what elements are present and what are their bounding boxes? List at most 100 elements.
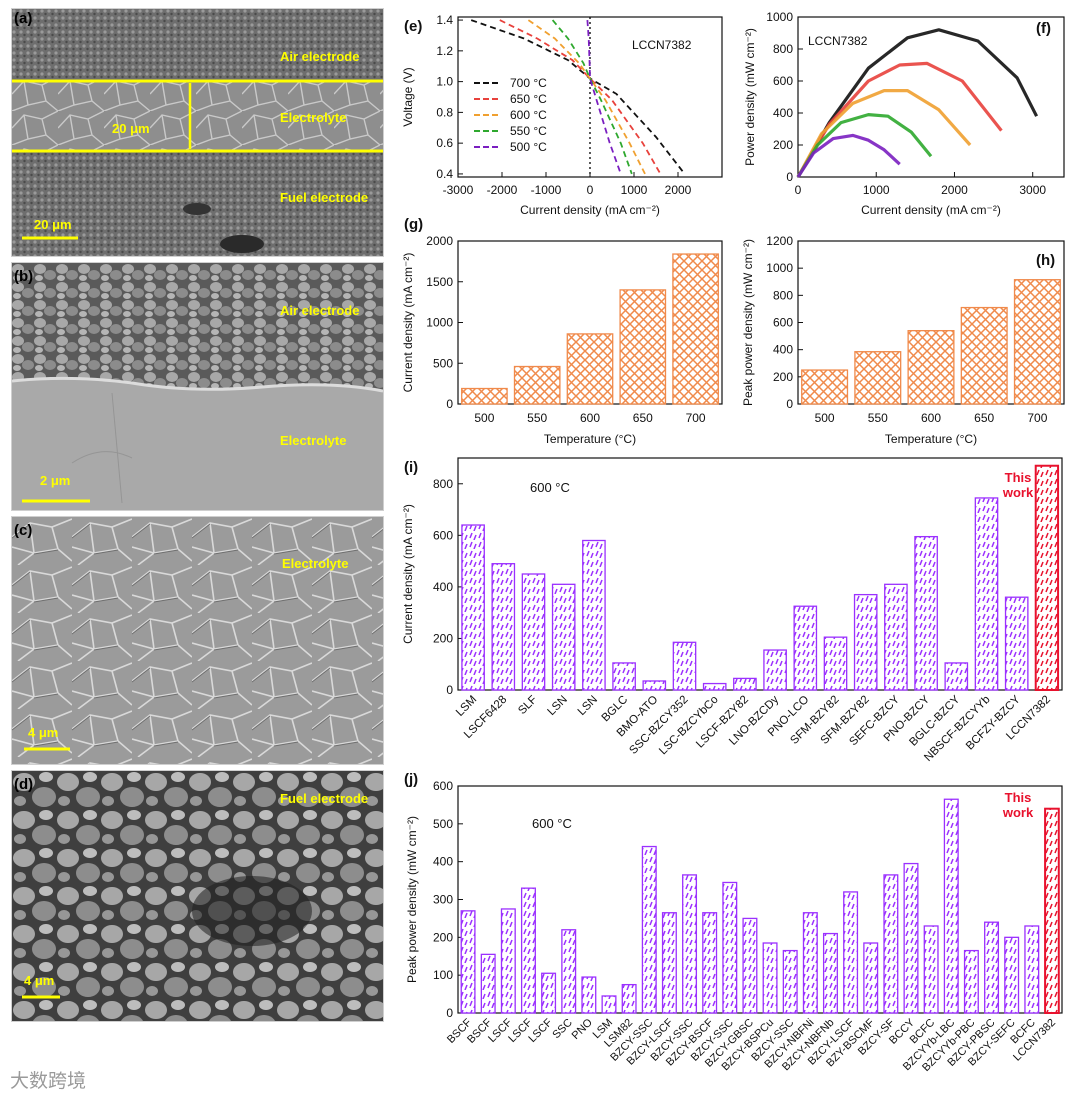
chart-i-bar bbox=[763, 649, 787, 691]
chart-i-bar bbox=[642, 680, 667, 691]
chart-e-legend-label: 700 °C bbox=[510, 76, 547, 90]
sem-image-d: Fuel electrode 4 μm bbox=[12, 771, 383, 1021]
chart-h-ytick-label: 0 bbox=[786, 397, 793, 411]
chart-h-bar bbox=[854, 351, 902, 405]
chart-j-bar bbox=[1004, 936, 1020, 1014]
chart-i-bar bbox=[853, 593, 878, 691]
panel-label-b: (b) bbox=[14, 268, 34, 285]
chart-e-ytick-label: 0.6 bbox=[436, 136, 453, 150]
chart-j-bar bbox=[520, 887, 536, 1014]
chart-g-bar bbox=[672, 253, 719, 405]
chart-j-highlight-line2: work bbox=[1002, 805, 1034, 820]
chart-h-xtick-label: 550 bbox=[868, 411, 888, 425]
chart-e-ytick-label: 1.2 bbox=[436, 44, 453, 58]
chart-j-bar bbox=[863, 942, 879, 1014]
chart-h-xtick-label: 700 bbox=[1027, 411, 1047, 425]
chart-f-xtick-label: 1000 bbox=[863, 183, 890, 197]
sem-a-thickness: 20 μm bbox=[112, 121, 150, 136]
chart-f-ytick-label: 600 bbox=[773, 74, 793, 88]
sem-d-fuel-electrode: Fuel electrode bbox=[280, 791, 368, 806]
chart-j-bar bbox=[822, 932, 838, 1014]
chart-g-ytick-label: 2000 bbox=[426, 234, 453, 248]
chart-f-series-line bbox=[796, 113, 933, 178]
chart-i-bar bbox=[884, 583, 908, 691]
sem-image-c: Electrolyte 4 μm bbox=[12, 517, 383, 764]
chart-j-ytick-label: 0 bbox=[446, 1006, 453, 1020]
chart-g-xtick-label: 650 bbox=[633, 411, 653, 425]
chart-g-ytick-label: 500 bbox=[433, 356, 453, 370]
sem-panel-c: Electrolyte 4 μm bbox=[11, 516, 384, 765]
chart-i-highlight-line2: work bbox=[1002, 485, 1034, 500]
chart-j-bar bbox=[762, 942, 778, 1014]
panel-label-c: (c) bbox=[14, 522, 33, 539]
chart-i-highlight-line1: This bbox=[1005, 470, 1032, 485]
chart-h-ytick-label: 400 bbox=[773, 343, 793, 357]
chart-i-bar bbox=[672, 641, 697, 691]
chart-f-frame bbox=[797, 16, 1065, 178]
chart-j-bar bbox=[541, 972, 557, 1014]
chart-j-bar bbox=[722, 881, 738, 1014]
chart-f-annotation: LCCN7382 bbox=[808, 34, 868, 48]
sem-c-scalebar-label: 4 μm bbox=[28, 725, 58, 740]
sem-a-air-electrode: Air electrode bbox=[280, 49, 359, 64]
chart-e-series-line bbox=[527, 19, 646, 175]
chart-j-highlight-line1: This bbox=[1005, 790, 1032, 805]
chart-j-xtick-label: SSC bbox=[550, 1017, 575, 1042]
sem-panel-b: Air electrode Electrolyte 2 μm bbox=[11, 262, 384, 511]
chart-j-annotation: 600 °C bbox=[532, 816, 572, 831]
chart-h-ytick-label: 600 bbox=[773, 316, 793, 330]
chart-g-bar bbox=[461, 387, 508, 405]
chart-j-bar bbox=[621, 983, 637, 1014]
chart-f-series-line bbox=[796, 133, 901, 178]
chart-h-xtick-label: 650 bbox=[974, 411, 994, 425]
chart-f-series-line bbox=[796, 89, 972, 178]
chart-g-bar bbox=[566, 333, 614, 405]
chart-g-xtick-label: 600 bbox=[580, 411, 600, 425]
chart-j-ytick-label: 500 bbox=[433, 817, 453, 831]
sem-b-scalebar-label: 2 μm bbox=[40, 473, 70, 488]
chart-h-ytick-label: 1200 bbox=[766, 234, 793, 248]
sem-a-scalebar-label: 20 μm bbox=[34, 217, 72, 232]
chart-h-xtick-label: 500 bbox=[815, 411, 835, 425]
chart-f-ytick-label: 200 bbox=[773, 138, 793, 152]
panel-label-d: (d) bbox=[14, 776, 34, 793]
chart-j-ytick-label: 300 bbox=[433, 893, 453, 907]
chart-j-bar bbox=[460, 910, 476, 1014]
sem-image-a: Air electrode Electrolyte Fuel electrode… bbox=[12, 9, 383, 256]
chart-e-legend-label: 550 °C bbox=[510, 124, 547, 138]
chart-e-legend-label: 600 °C bbox=[510, 108, 547, 122]
chart-j-bar bbox=[581, 976, 597, 1014]
sem-panel-a: Air electrode Electrolyte Fuel electrode… bbox=[11, 8, 384, 257]
chart-i-bar bbox=[974, 497, 999, 691]
chart-i-xtick-label: SLF bbox=[516, 694, 539, 717]
chart-f-series-line bbox=[796, 28, 1039, 178]
chart-i-frame bbox=[457, 457, 1063, 691]
chart-e-annotation: LCCN7382 bbox=[632, 38, 692, 52]
chart-f-ytick-label: 1000 bbox=[766, 10, 793, 24]
chart-i-ytick-label: 400 bbox=[433, 580, 453, 594]
chart-e-ytick-label: 1.0 bbox=[436, 75, 453, 89]
chart-j-bar bbox=[984, 921, 1000, 1014]
chart-e-xtick-label: 2000 bbox=[665, 183, 692, 197]
chart-h-ytick-label: 1000 bbox=[766, 261, 793, 275]
chart-f-ylabel: Power density (mW cm⁻²) bbox=[743, 28, 757, 166]
chart-i-bar bbox=[491, 563, 516, 691]
chart-e-xtick-label: -1000 bbox=[531, 183, 562, 197]
chart-i-ytick-label: 0 bbox=[446, 683, 453, 697]
chart-j-bar bbox=[883, 874, 899, 1014]
chart-j-xtick-label: PNO bbox=[570, 1016, 596, 1042]
chart-e-series-line bbox=[551, 19, 633, 175]
chart-j-bar bbox=[1044, 807, 1060, 1015]
chart-j-bar bbox=[641, 845, 657, 1014]
chart-i-ytick-label: 800 bbox=[433, 477, 453, 491]
chart-g-xtick-label: 550 bbox=[527, 411, 547, 425]
chart-i-bar bbox=[461, 524, 485, 691]
chart-h-xlabel: Temperature (°C) bbox=[885, 432, 977, 446]
chart-i-bar bbox=[944, 662, 969, 691]
sem-panel-d: Fuel electrode 4 μm bbox=[11, 770, 384, 1022]
chart-g-ytick-label: 1000 bbox=[426, 316, 453, 330]
chart-e-series-line bbox=[499, 19, 662, 175]
chart-g-ytick-label: 0 bbox=[446, 397, 453, 411]
